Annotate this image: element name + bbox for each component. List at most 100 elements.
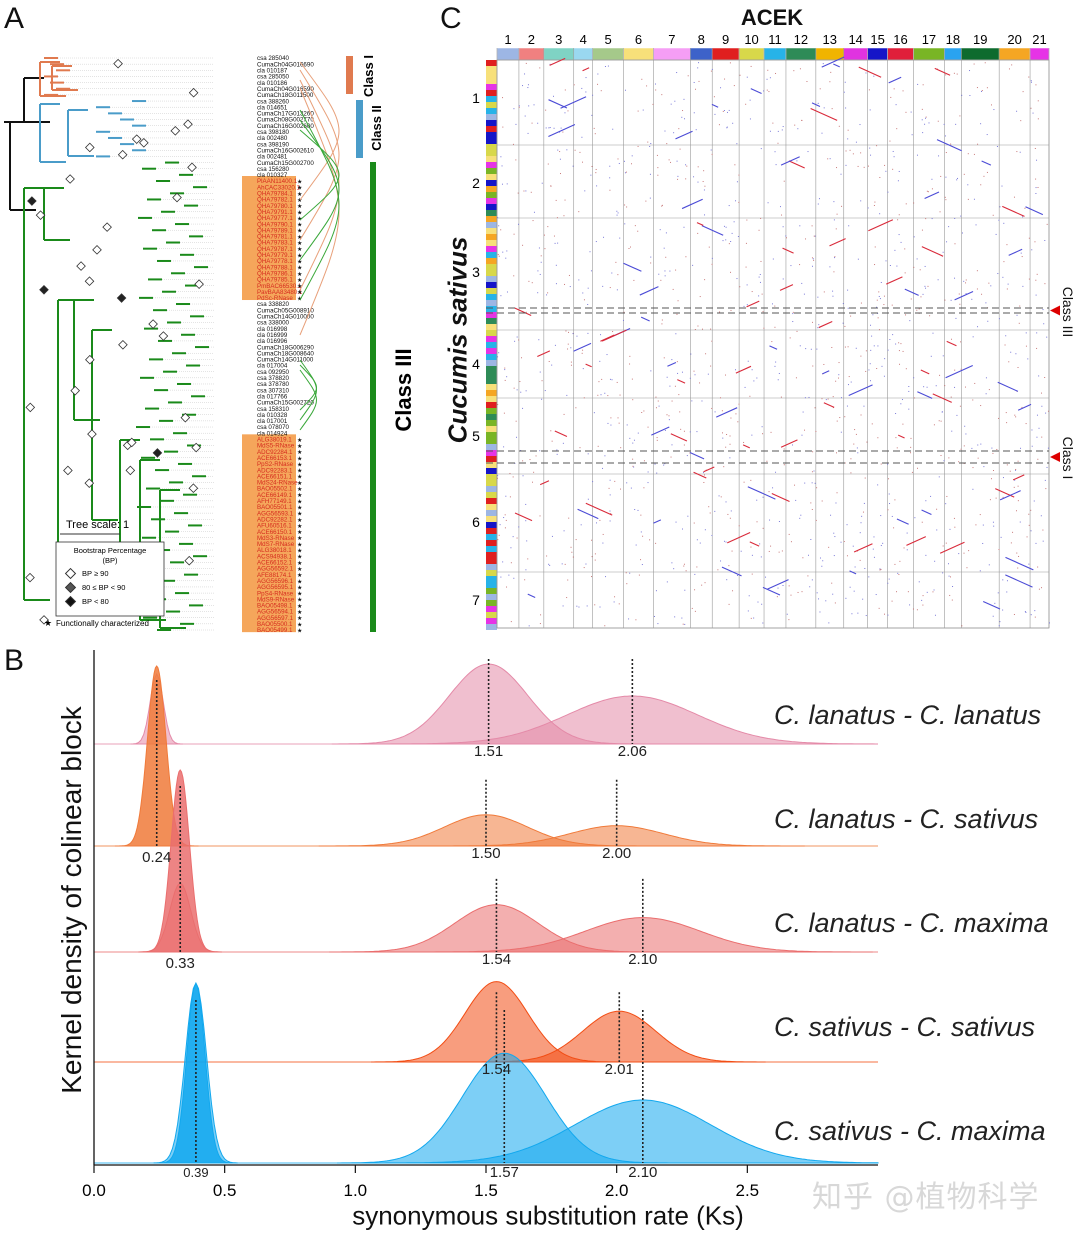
star-marker: ★	[297, 535, 302, 542]
dot	[988, 282, 990, 284]
dot	[685, 570, 687, 572]
dot	[1025, 332, 1027, 334]
dot	[910, 452, 912, 454]
dot	[633, 439, 635, 441]
leaf-label: MdS7-RNase	[257, 541, 295, 548]
dot	[664, 429, 666, 431]
colinear-segment	[681, 198, 703, 210]
row-label: 1	[472, 90, 480, 106]
dot	[883, 375, 885, 377]
dot	[609, 510, 611, 512]
dot	[645, 200, 647, 202]
dot	[804, 429, 806, 431]
dot	[896, 591, 898, 593]
dot	[1005, 412, 1007, 414]
dot	[597, 394, 599, 396]
dot	[674, 100, 676, 102]
row-chrom-seg	[486, 126, 497, 132]
dot	[694, 573, 696, 575]
colinear-segment	[945, 364, 973, 379]
leaf-label: AGG56596.1	[257, 578, 294, 585]
dot	[505, 519, 507, 521]
colinear-segment	[982, 600, 1001, 610]
dot	[864, 477, 866, 479]
dot	[518, 339, 520, 341]
dot	[564, 283, 566, 285]
dot	[783, 448, 785, 450]
dot	[938, 420, 940, 422]
dot	[911, 471, 913, 473]
row-chrom-seg	[486, 600, 497, 606]
dot	[921, 599, 923, 601]
dot	[1037, 566, 1039, 568]
dot	[556, 453, 558, 455]
dot	[889, 503, 891, 505]
dot	[1017, 367, 1019, 369]
dot	[669, 270, 671, 272]
legend-star: ★	[44, 618, 52, 628]
dot	[805, 238, 807, 240]
series-name-3: C. lanatus - C. maxima	[774, 908, 1049, 938]
dot	[767, 202, 769, 204]
dot	[725, 226, 727, 228]
dot	[575, 539, 577, 541]
dot	[751, 554, 753, 556]
dot	[878, 291, 880, 293]
star-marker: ★	[297, 517, 302, 524]
colinear-segment	[811, 102, 821, 107]
dot	[640, 559, 642, 561]
dot	[759, 281, 761, 283]
dot	[801, 282, 803, 284]
dot	[977, 444, 979, 446]
star-marker: ★	[297, 615, 302, 622]
dot	[811, 471, 813, 473]
dot	[600, 334, 602, 336]
dot	[649, 539, 651, 541]
legend-item: 80 ≤ BP < 90	[82, 583, 125, 592]
dot	[672, 288, 674, 290]
dot	[587, 303, 589, 305]
dot	[847, 346, 849, 348]
dot	[782, 584, 784, 586]
bootstrap-node	[102, 222, 112, 232]
row-chrom-seg	[486, 444, 497, 450]
dot	[916, 309, 918, 311]
dot	[761, 603, 763, 605]
star-marker: ★	[297, 252, 302, 259]
row-chrom-seg	[486, 150, 497, 156]
col-label: 17	[922, 32, 936, 47]
dot	[833, 555, 835, 557]
x-tick-label: 2.0	[605, 1181, 629, 1200]
dot	[520, 449, 522, 451]
dot	[686, 165, 688, 167]
dot	[998, 549, 1000, 551]
dot	[863, 502, 865, 504]
dot	[556, 217, 558, 219]
dot	[539, 273, 541, 275]
star-marker: ★	[297, 504, 302, 511]
dot	[714, 411, 716, 413]
dot	[1038, 375, 1040, 377]
leaf-label: cla 010186	[257, 80, 288, 87]
dot	[521, 357, 523, 359]
dot	[871, 335, 873, 337]
dot	[950, 396, 952, 398]
leaf-label: CumaCh16G002610	[257, 147, 314, 154]
dot	[746, 76, 748, 78]
dot	[910, 446, 912, 448]
dot	[1015, 353, 1017, 355]
dot	[832, 396, 834, 398]
dot	[679, 148, 681, 150]
colinear-segment	[823, 402, 835, 408]
dot	[913, 236, 915, 238]
row-chrom-seg	[486, 414, 497, 420]
dot	[777, 130, 779, 132]
dot	[750, 546, 752, 548]
dot	[699, 542, 701, 544]
dot	[661, 205, 663, 207]
dot	[898, 574, 900, 576]
leaf-label: PavBAA83480.1	[257, 289, 303, 296]
dot	[1013, 486, 1015, 488]
leaf-label: QHA79787.1	[257, 246, 293, 253]
dot	[635, 619, 637, 621]
